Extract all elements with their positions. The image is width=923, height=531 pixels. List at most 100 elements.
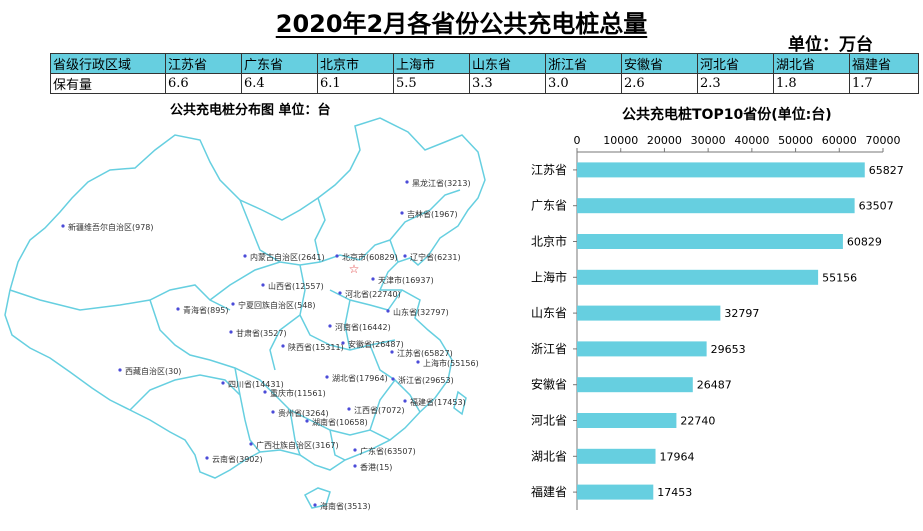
map-outline — [4, 117, 486, 509]
bar — [577, 377, 693, 393]
map-dot — [347, 407, 351, 411]
map-province-label: 重庆市(11561) — [270, 388, 326, 398]
map-province-label: 甘肃省(3527) — [236, 328, 287, 338]
category-label: 山东省 — [531, 306, 567, 320]
map-province-label: 福建省(17453) — [410, 397, 466, 407]
country-border — [4, 117, 486, 479]
value-label: 63507 — [859, 200, 894, 213]
map-province-label: 四川省(14431) — [228, 379, 284, 389]
map-province-label: 河南省(16442) — [335, 322, 391, 332]
map-dot — [403, 254, 407, 258]
map-province-label: 江西省(7072) — [354, 405, 405, 415]
bar — [577, 269, 819, 285]
map-province-label: 湖南省(10658) — [312, 417, 368, 427]
hainan-island — [303, 487, 331, 509]
value-label: 60829 — [847, 236, 882, 249]
value-label: 17453 — [657, 486, 692, 499]
map-province-label: 香港(15) — [360, 462, 392, 472]
x-tick-label: 70000 — [866, 134, 901, 147]
summary-header-cell: 广东省 — [241, 53, 318, 74]
value-label: 55156 — [822, 271, 857, 284]
map-dot — [400, 211, 404, 215]
map-title: 公共充电桩分布图 单位：台 — [170, 103, 331, 118]
summary-row-label: 保有量 — [50, 73, 166, 94]
map-dot — [313, 503, 317, 507]
summary-value-cell: 1.8 — [773, 73, 850, 94]
map-dot — [405, 180, 409, 184]
map-dot — [221, 381, 225, 385]
map-province-label: 山东省(32797) — [393, 307, 449, 317]
map-province-label: 湖北省(17964) — [332, 373, 388, 383]
map-dot — [335, 254, 339, 258]
value-label: 65827 — [869, 164, 904, 177]
summary-header-cell: 福建省 — [849, 53, 919, 74]
category-label: 江苏省 — [531, 163, 567, 177]
category-label: 福建省 — [531, 484, 567, 499]
bar — [577, 198, 855, 214]
map-dot — [353, 464, 357, 468]
map-dot — [176, 307, 180, 311]
summary-value-cell: 1.7 — [849, 73, 919, 94]
bar-value-labels: 65827 63507 60829 55156 32797 29653 26487 22740… — [657, 164, 903, 499]
category-label: 河北省 — [531, 414, 567, 428]
map-province-label: 上海市(55156) — [423, 358, 479, 368]
map-province-label: 黑龙江省(3213) — [412, 178, 471, 188]
bar — [577, 341, 707, 357]
map-dot — [416, 360, 420, 364]
map-province-label: 河北省(22740) — [345, 289, 401, 299]
map-dot — [328, 324, 332, 328]
bar-ticks: 0 10000 20000 30000 40000 50000 60000 70000 — [574, 134, 901, 152]
map-province-label: 安徽省(26487) — [348, 339, 404, 349]
map-dot — [386, 309, 390, 313]
map-dots — [61, 180, 420, 507]
taiwan-island — [453, 390, 467, 416]
map-province-label: 广东省(63507) — [360, 446, 416, 456]
map-province-label: 辽宁省(6231) — [410, 252, 461, 262]
bar — [577, 448, 656, 464]
map-dot — [325, 375, 329, 379]
summary-header-label: 省级行政区域 — [50, 53, 166, 74]
summary-table: 省级行政区域 江苏省 广东省 北京市 上海市 山东省 浙江省 安徽省 河北省 湖北省 福建省 保有… — [50, 53, 919, 94]
bar — [577, 234, 843, 249]
value-label: 32797 — [724, 307, 759, 320]
summary-header-cell: 上海市 — [393, 53, 470, 74]
bar-bars — [577, 162, 865, 500]
map-dot — [390, 350, 394, 354]
map-province-label: 陕西省(15311) — [288, 342, 344, 352]
map-province-label: 内蒙古自治区(2641) — [250, 252, 325, 262]
map-province-label: 北京市(60829) — [342, 252, 398, 262]
map-dot — [231, 302, 235, 306]
summary-value-cell: 6.6 — [165, 73, 242, 94]
map-dot — [249, 442, 253, 446]
summary-header-cell: 安徽省 — [621, 53, 698, 74]
map-dot — [243, 254, 247, 258]
map-dot — [229, 330, 233, 334]
x-tick-label: 50000 — [778, 134, 813, 147]
map-province-label: 新疆维吾尔自治区(978) — [68, 222, 154, 232]
x-tick-label: 40000 — [734, 134, 769, 147]
summary-header-row: 省级行政区域 江苏省 广东省 北京市 上海市 山东省 浙江省 安徽省 河北省 湖北省 福建省 — [50, 53, 919, 74]
page-title: 2020年2月各省份公共充电桩总量 — [275, 10, 648, 38]
map-dot — [61, 224, 65, 228]
category-label: 安徽省 — [531, 377, 567, 392]
summary-value-cell: 2.6 — [621, 73, 698, 94]
x-tick-label: 20000 — [647, 134, 682, 147]
map-dot — [341, 341, 345, 345]
map-dot — [403, 399, 407, 403]
map-dot — [305, 419, 309, 423]
province-lines — [9, 189, 461, 461]
map-province-label: 云南省(3902) — [212, 454, 263, 464]
map-province-label: 青海省(895) — [183, 305, 229, 315]
map-province-label: 天津市(16937) — [378, 275, 434, 285]
map-dot — [371, 277, 375, 281]
summary-value-cell: 2.3 — [697, 73, 774, 94]
value-label: 17964 — [660, 450, 695, 463]
value-label: 22740 — [680, 415, 715, 428]
map-dot — [353, 448, 357, 452]
bar — [577, 484, 654, 500]
map-province-label: 山西省(12557) — [268, 281, 324, 291]
map-dot — [261, 283, 265, 287]
bar — [577, 162, 865, 178]
category-label: 湖北省 — [531, 448, 567, 463]
